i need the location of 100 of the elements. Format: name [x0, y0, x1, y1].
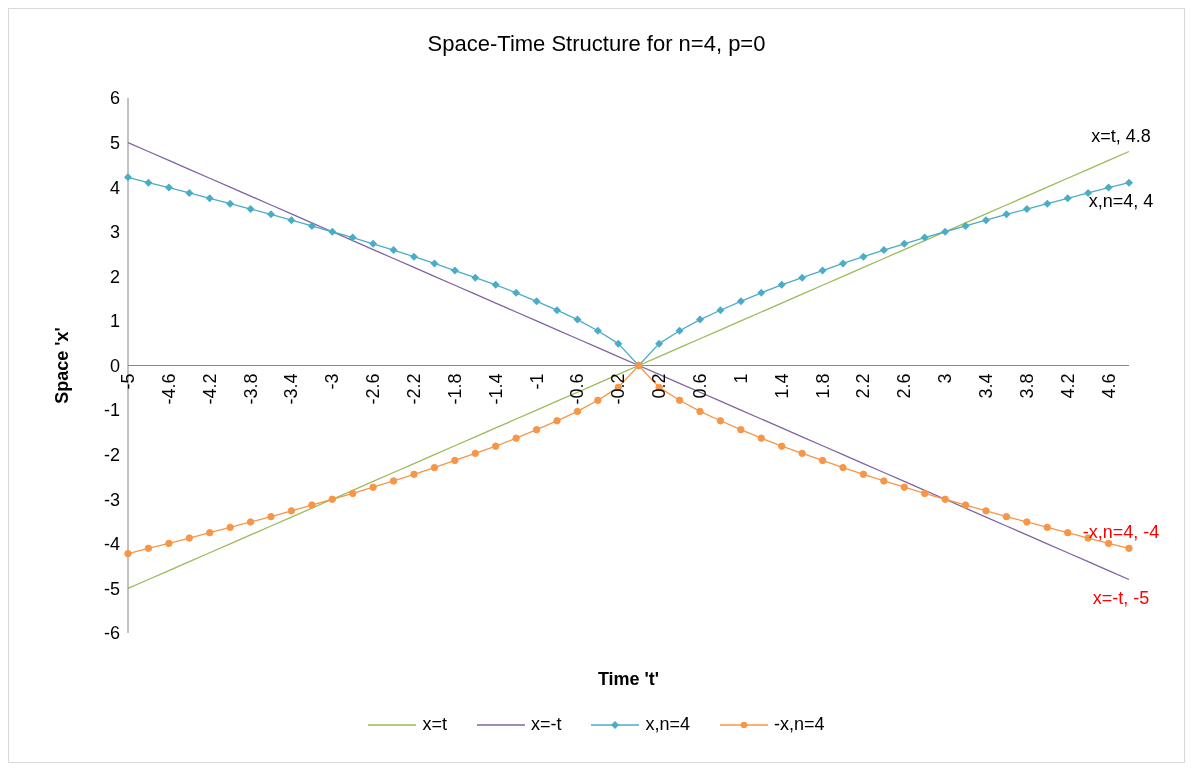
- point: [920, 233, 929, 242]
- point: [206, 528, 214, 537]
- point: [879, 246, 888, 255]
- y-tick-label: -1: [103, 400, 120, 421]
- x-tick-label: -0.6: [567, 373, 588, 405]
- x-tick-label: -4.6: [158, 373, 179, 405]
- x-tick-label: -1.4: [485, 373, 506, 405]
- y-tick-label: -5: [103, 578, 120, 599]
- point: [491, 280, 500, 289]
- legend-label: x=-t: [530, 714, 562, 735]
- point: [349, 489, 357, 498]
- point: [512, 434, 520, 442]
- point: [1063, 194, 1072, 203]
- x-tick-label: -1.8: [444, 373, 465, 405]
- y-axis-title: Space 'x': [52, 327, 73, 404]
- point: [369, 483, 377, 491]
- point: [144, 544, 153, 552]
- point: [287, 507, 296, 515]
- point: [1064, 528, 1072, 537]
- point: [124, 549, 132, 558]
- x-tick-label: -3.4: [281, 373, 302, 405]
- y-tick-label: -6: [103, 623, 120, 644]
- point: [778, 442, 786, 450]
- point: [246, 518, 255, 526]
- point: [389, 477, 398, 485]
- point: [737, 426, 745, 434]
- x-tick-label: 3.8: [1016, 373, 1037, 399]
- point: [655, 339, 664, 348]
- point: [900, 483, 908, 491]
- point: [492, 442, 500, 450]
- point: [308, 501, 316, 509]
- point: [512, 288, 521, 297]
- point: [818, 456, 827, 465]
- point: [410, 470, 418, 478]
- point: [593, 326, 602, 335]
- point: [1023, 518, 1031, 526]
- point: [1002, 512, 1011, 521]
- point: [921, 489, 929, 498]
- point: [532, 426, 541, 434]
- point: [716, 306, 725, 315]
- x-tick-label: -4.2: [199, 373, 220, 405]
- x-tick-label: -0.2: [608, 373, 629, 405]
- x-tick-label: 0.6: [690, 373, 710, 399]
- point: [859, 252, 868, 261]
- point: [880, 477, 888, 485]
- x-tick-label: 4.6: [1098, 373, 1119, 399]
- point: [798, 449, 806, 458]
- point: [736, 297, 745, 306]
- point: [430, 259, 439, 268]
- chart-title: Space-Time Structure for n=4, p=0: [426, 31, 767, 57]
- x-tick-label: 3.4: [976, 373, 996, 399]
- point: [185, 188, 194, 197]
- legend-label: -x,n=4: [774, 714, 825, 735]
- point: [675, 396, 684, 404]
- x-tick-label: 3: [935, 373, 956, 384]
- point: [594, 396, 602, 404]
- point: [696, 407, 704, 416]
- point: [757, 434, 765, 442]
- point: [471, 449, 479, 458]
- point: [328, 227, 337, 236]
- x-tick-label: -3: [322, 373, 343, 390]
- point: [1125, 178, 1133, 187]
- point: [573, 315, 582, 324]
- legend-label: x=t: [422, 714, 447, 735]
- x-tick-label: 0.2: [649, 373, 670, 399]
- point: [1022, 205, 1031, 214]
- point: [267, 210, 275, 219]
- data-label: x=t, 4.8: [1091, 125, 1151, 146]
- point: [1104, 183, 1113, 192]
- point: [982, 216, 990, 225]
- point: [267, 512, 275, 521]
- point: [307, 221, 316, 230]
- point: [900, 239, 909, 248]
- y-tick-label: -3: [103, 489, 120, 510]
- point: [614, 339, 623, 348]
- x-tick-label: -1: [526, 373, 547, 390]
- x-tick-label: 1.8: [812, 373, 833, 399]
- point: [287, 216, 296, 225]
- x-axis-title: Time 't': [596, 669, 661, 690]
- point: [941, 495, 949, 503]
- point: [839, 463, 847, 472]
- point: [675, 326, 684, 335]
- point: [532, 297, 541, 306]
- point: [451, 456, 459, 465]
- point: [144, 178, 153, 187]
- point: [573, 407, 582, 416]
- x-tick-label: 1: [730, 373, 751, 384]
- point: [471, 273, 480, 282]
- point: [777, 280, 786, 289]
- y-tick-label: -2: [103, 445, 120, 466]
- point: [410, 252, 418, 261]
- point: [961, 221, 970, 230]
- point: [226, 199, 235, 208]
- point: [164, 183, 173, 192]
- data-label: x=-t, -5: [1092, 587, 1150, 608]
- x-tick-label: -2.2: [404, 373, 424, 405]
- point: [226, 523, 234, 532]
- point: [798, 273, 807, 282]
- point: [389, 246, 398, 255]
- x-tick-label: -3.8: [240, 373, 261, 405]
